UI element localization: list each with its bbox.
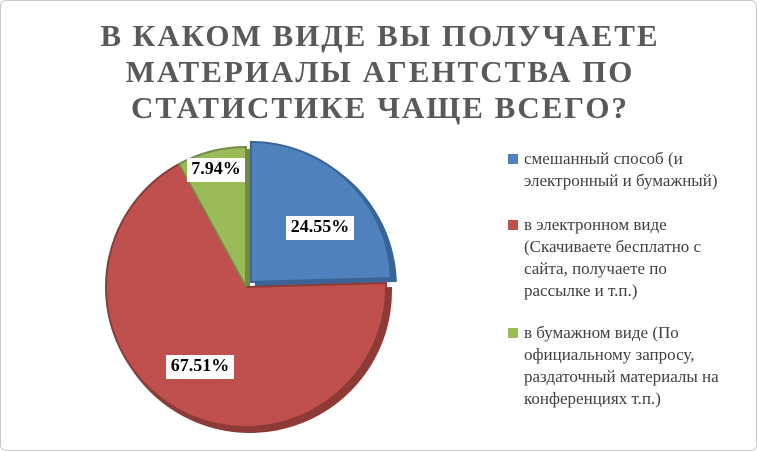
legend-electronic-line-4: рассылке и т.п.) xyxy=(524,281,638,300)
chart-title-line-1: В КАКОМ ВИДЕ ВЫ ПОЛУЧАЕТЕ xyxy=(100,18,660,53)
legend-swatch-electronic xyxy=(508,220,518,230)
legend-electronic-line-1: в электронном виде xyxy=(524,215,667,234)
data-label-electronic: 67.51% xyxy=(171,355,230,375)
chart-title-line-3: СТАТИСТИКЕ ЧАЩЕ ВСЕГО? xyxy=(131,90,629,125)
legend-item-electronic: в электронном виде (Скачиваете бесплатно… xyxy=(508,214,748,302)
chart-title-line-2: МАТЕРИАЛЫ АГЕНТСТВА ПО xyxy=(125,54,635,89)
data-label-mixed: 24.55% xyxy=(291,216,350,236)
legend-electronic-line-2: (Скачиваете бесплатно с xyxy=(524,237,702,256)
legend-paper-line-4: конференциях т.п.) xyxy=(524,389,661,408)
legend-item-paper: в бумажном виде (По официальному запросу… xyxy=(508,322,748,410)
legend-paper-line-1: в бумажном виде (По xyxy=(524,323,679,342)
legend-swatch-mixed xyxy=(508,154,518,164)
legend-mixed-line-2: электронный и бумажный) xyxy=(524,171,718,190)
pie-slice-mixed xyxy=(249,140,392,284)
legend-text-paper: в бумажном виде (По официальному запросу… xyxy=(524,322,748,410)
data-label-box-electronic xyxy=(166,355,234,379)
legend-paper-line-3: раздаточный материалы на xyxy=(524,367,719,386)
legend-paper-line-2: официальному запросу, xyxy=(524,345,695,364)
legend-mixed-line-1: смешанный способ (и xyxy=(524,149,683,168)
legend-text-electronic: в электронном виде (Скачиваете бесплатно… xyxy=(524,214,748,302)
data-label-paper: 7.94% xyxy=(191,158,241,178)
legend-swatch-paper xyxy=(508,328,518,338)
chart-title: В КАКОМ ВИДЕ ВЫ ПОЛУЧАЕТЕ МАТЕРИАЛЫ АГЕН… xyxy=(60,18,700,126)
legend-text-mixed: смешанный способ (и электронный и бумажн… xyxy=(524,148,748,192)
legend-electronic-line-3: сайта, получаете по xyxy=(524,259,667,278)
legend-item-mixed: смешанный способ (и электронный и бумажн… xyxy=(508,148,748,192)
data-label-box-paper xyxy=(187,158,245,182)
legend: смешанный способ (и электронный и бумажн… xyxy=(508,148,748,432)
data-label-box-mixed xyxy=(286,216,354,240)
